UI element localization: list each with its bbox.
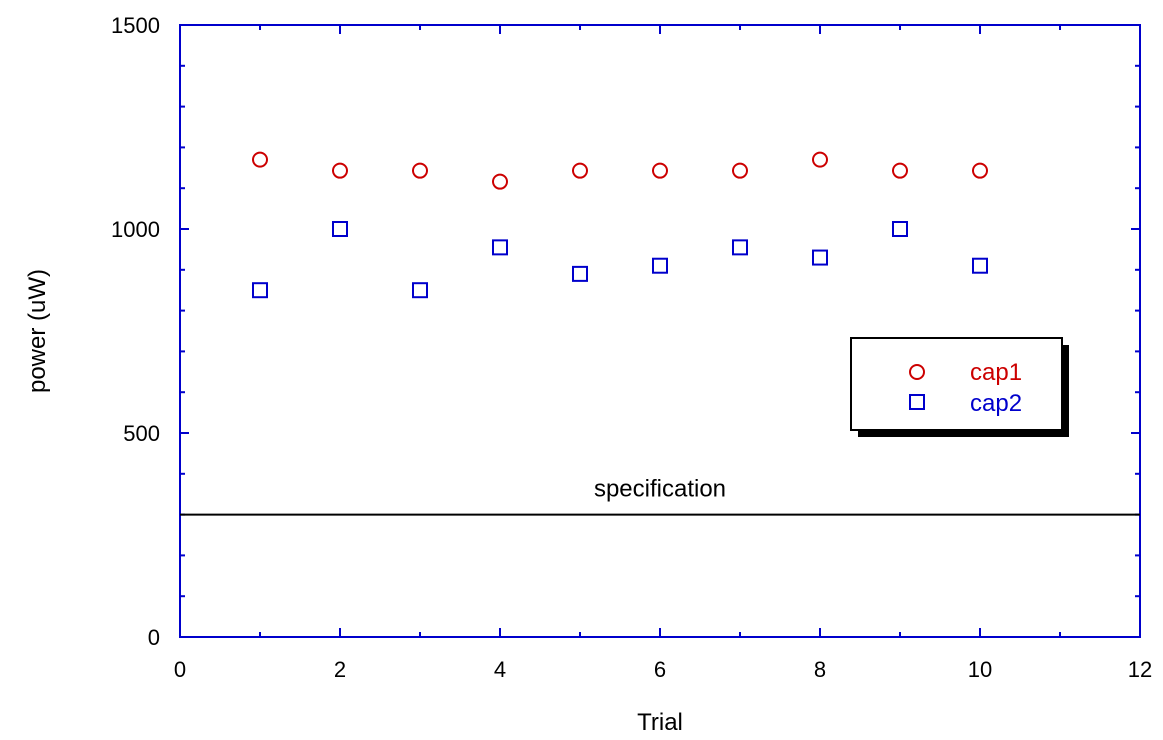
reference-line-group: specification [180, 476, 1140, 516]
point-cap1 [892, 162, 908, 179]
y-tick-label: 0 [148, 625, 160, 650]
x-tick-label: 0 [174, 657, 186, 682]
x-tick-label: 6 [654, 657, 666, 682]
x-axis-title: Trial [637, 709, 683, 736]
y-tick-label: 1500 [111, 13, 160, 38]
x-tick-label: 10 [968, 657, 992, 682]
point-cap2 [972, 257, 988, 274]
point-cap1 [972, 162, 988, 179]
x-tick-label: 4 [494, 657, 506, 682]
data-points [252, 151, 988, 299]
plot-frame [179, 24, 1141, 638]
point-cap1 [652, 162, 668, 179]
point-cap2 [572, 265, 588, 282]
point-cap1 [812, 151, 828, 168]
axes: 0 2 4 6 8 10 12 0 500 1000 1500 [111, 13, 1152, 682]
point-cap2 [492, 239, 508, 256]
point-cap2 [332, 221, 348, 237]
legend-label-cap1: cap1 [970, 359, 1022, 386]
legend-box [850, 337, 1063, 431]
y-tick-label: 1000 [111, 217, 160, 242]
point-cap1 [252, 151, 268, 168]
point-cap1 [572, 162, 588, 179]
y-axis-title: power (uW) [24, 269, 51, 393]
point-cap1 [332, 162, 348, 179]
point-cap1 [412, 162, 428, 179]
y-tick-label: 500 [123, 421, 160, 446]
point-cap2 [412, 282, 428, 299]
point-cap2 [732, 239, 748, 256]
point-cap2 [812, 249, 828, 266]
legend-marker-cap2 [909, 394, 925, 410]
x-tick-label: 12 [1128, 657, 1152, 682]
point-cap2 [652, 257, 668, 274]
x-tick-label: 8 [814, 657, 826, 682]
point-cap2 [892, 221, 908, 237]
legend: cap1 cap2 [850, 337, 1069, 437]
point-cap1 [732, 162, 748, 179]
x-tick-label: 2 [334, 657, 346, 682]
point-cap1 [492, 173, 508, 190]
legend-label-cap2: cap2 [970, 390, 1022, 417]
specification-label: specification [594, 476, 726, 503]
legend-marker-cap1 [909, 364, 925, 380]
point-cap2 [252, 282, 268, 299]
